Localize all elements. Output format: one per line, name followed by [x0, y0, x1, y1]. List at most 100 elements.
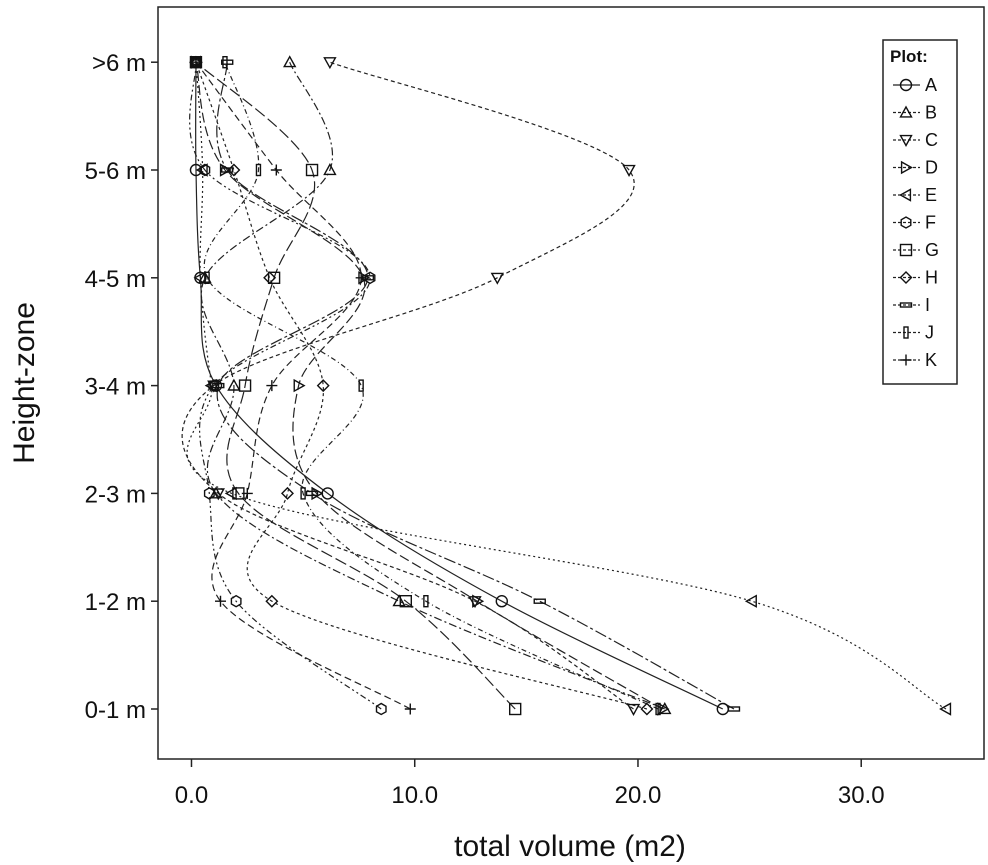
series-line-a: [195, 62, 724, 710]
legend-marker-b: [899, 105, 913, 118]
x-tick-label: 20.0: [615, 782, 662, 809]
data-point-c: [211, 488, 225, 501]
series-line-c: [181, 61, 635, 710]
data-point-b: [323, 163, 337, 176]
legend-marker-a: [899, 78, 913, 92]
data-point-j: [655, 702, 661, 716]
legend-marker-i: [899, 302, 913, 308]
data-point-e: [939, 702, 952, 716]
data-point-k: [190, 56, 202, 68]
legend-marker-j: [903, 326, 909, 339]
x-tick-label: 0.0: [175, 782, 208, 809]
x-axis-title: total volume (m2): [454, 830, 686, 863]
data-point-c: [626, 703, 641, 716]
y-tick-label: 1-2 m: [85, 589, 146, 616]
data-point-d: [472, 594, 485, 608]
legend-label-b: B: [925, 103, 937, 123]
data-point-k: [355, 272, 367, 284]
data-point-b: [227, 378, 241, 391]
y-axis-title: Height-zone: [8, 302, 41, 464]
legend-marker-g: [899, 243, 913, 257]
data-point-e: [195, 163, 208, 177]
y-axis: 0-1 m 1-2 m 2-3 m 3-4 m 4-5 m 5-6 m >6 m: [85, 50, 158, 724]
data-point-i: [221, 167, 234, 173]
data-point-h: [316, 379, 330, 393]
series-line-g: [195, 61, 516, 710]
legend-box: [882, 39, 958, 385]
series-line-i: [216, 62, 735, 710]
data-point-j: [300, 487, 306, 500]
data-point-c: [323, 57, 337, 70]
data-point-j: [423, 595, 429, 608]
data-point-c: [622, 164, 636, 177]
data-point-k: [404, 703, 416, 715]
data-point-e: [224, 486, 237, 501]
data-point-i: [212, 382, 225, 389]
data-point-k: [270, 164, 282, 176]
data-point-c: [490, 272, 505, 285]
y-tick-label: 4-5 m: [85, 266, 146, 293]
legend-marker-f: [900, 216, 912, 229]
data-point-d: [219, 163, 232, 177]
data-point-k: [266, 380, 278, 392]
data-point-j: [358, 379, 364, 392]
y-tick-label: 3-4 m: [85, 374, 146, 401]
data-point-e: [744, 594, 757, 608]
legend-marker-k: [900, 354, 912, 366]
legend-marker-e: [899, 188, 912, 202]
data-point-j: [255, 163, 262, 177]
data-point-k: [215, 595, 227, 607]
legend-label-i: I: [925, 295, 930, 315]
data-point-h: [263, 271, 277, 285]
data-point-f: [199, 163, 211, 177]
legend-label-c: C: [925, 130, 938, 150]
legend-label-g: G: [925, 240, 939, 260]
data-point-d: [657, 702, 670, 716]
series-line-d: [195, 62, 663, 710]
legend-label-f: F: [925, 213, 936, 233]
series-markers: [189, 55, 952, 716]
data-point-b: [209, 486, 223, 499]
data-point-b: [283, 55, 297, 68]
legend-label-j: J: [925, 323, 934, 343]
data-point-k: [241, 487, 253, 499]
series-line-h: [195, 62, 648, 710]
data-point-i: [533, 598, 546, 604]
x-tick-label: 10.0: [391, 782, 438, 809]
data-point-f: [203, 487, 215, 500]
legend-marker-c: [899, 134, 913, 147]
data-point-h: [265, 594, 279, 608]
legend-label-a: A: [925, 75, 937, 95]
data-point-i: [305, 490, 319, 497]
data-point-g: [305, 163, 319, 177]
data-point-j: [222, 56, 228, 69]
y-tick-label: 0-1 m: [85, 697, 146, 724]
legend-label-h: H: [925, 268, 938, 288]
series-line-b: [200, 61, 666, 710]
data-point-h: [280, 486, 294, 500]
data-point-a: [495, 595, 508, 608]
data-point-d: [293, 378, 306, 393]
series-line-e: [186, 62, 947, 710]
legend-marker-d: [900, 160, 913, 175]
data-point-g: [508, 702, 522, 716]
data-point-h: [640, 702, 654, 716]
legend-label-e: E: [925, 185, 937, 205]
data-point-g: [238, 379, 252, 392]
y-tick-label: 2-3 m: [85, 481, 146, 508]
x-tick-label: 30.0: [838, 782, 885, 809]
data-point-f: [375, 702, 387, 716]
y-tick-label: >6 m: [92, 50, 146, 77]
data-point-f: [208, 379, 220, 392]
data-point-d: [311, 486, 324, 501]
data-point-b: [392, 594, 406, 607]
data-point-f: [230, 594, 242, 608]
data-point-g: [267, 271, 281, 284]
y-tick-label: 5-6 m: [85, 158, 146, 185]
plot-area: [157, 6, 985, 760]
data-point-j: [204, 271, 210, 284]
legend-title: Plot:: [890, 47, 928, 66]
legend-label-d: D: [925, 158, 938, 178]
